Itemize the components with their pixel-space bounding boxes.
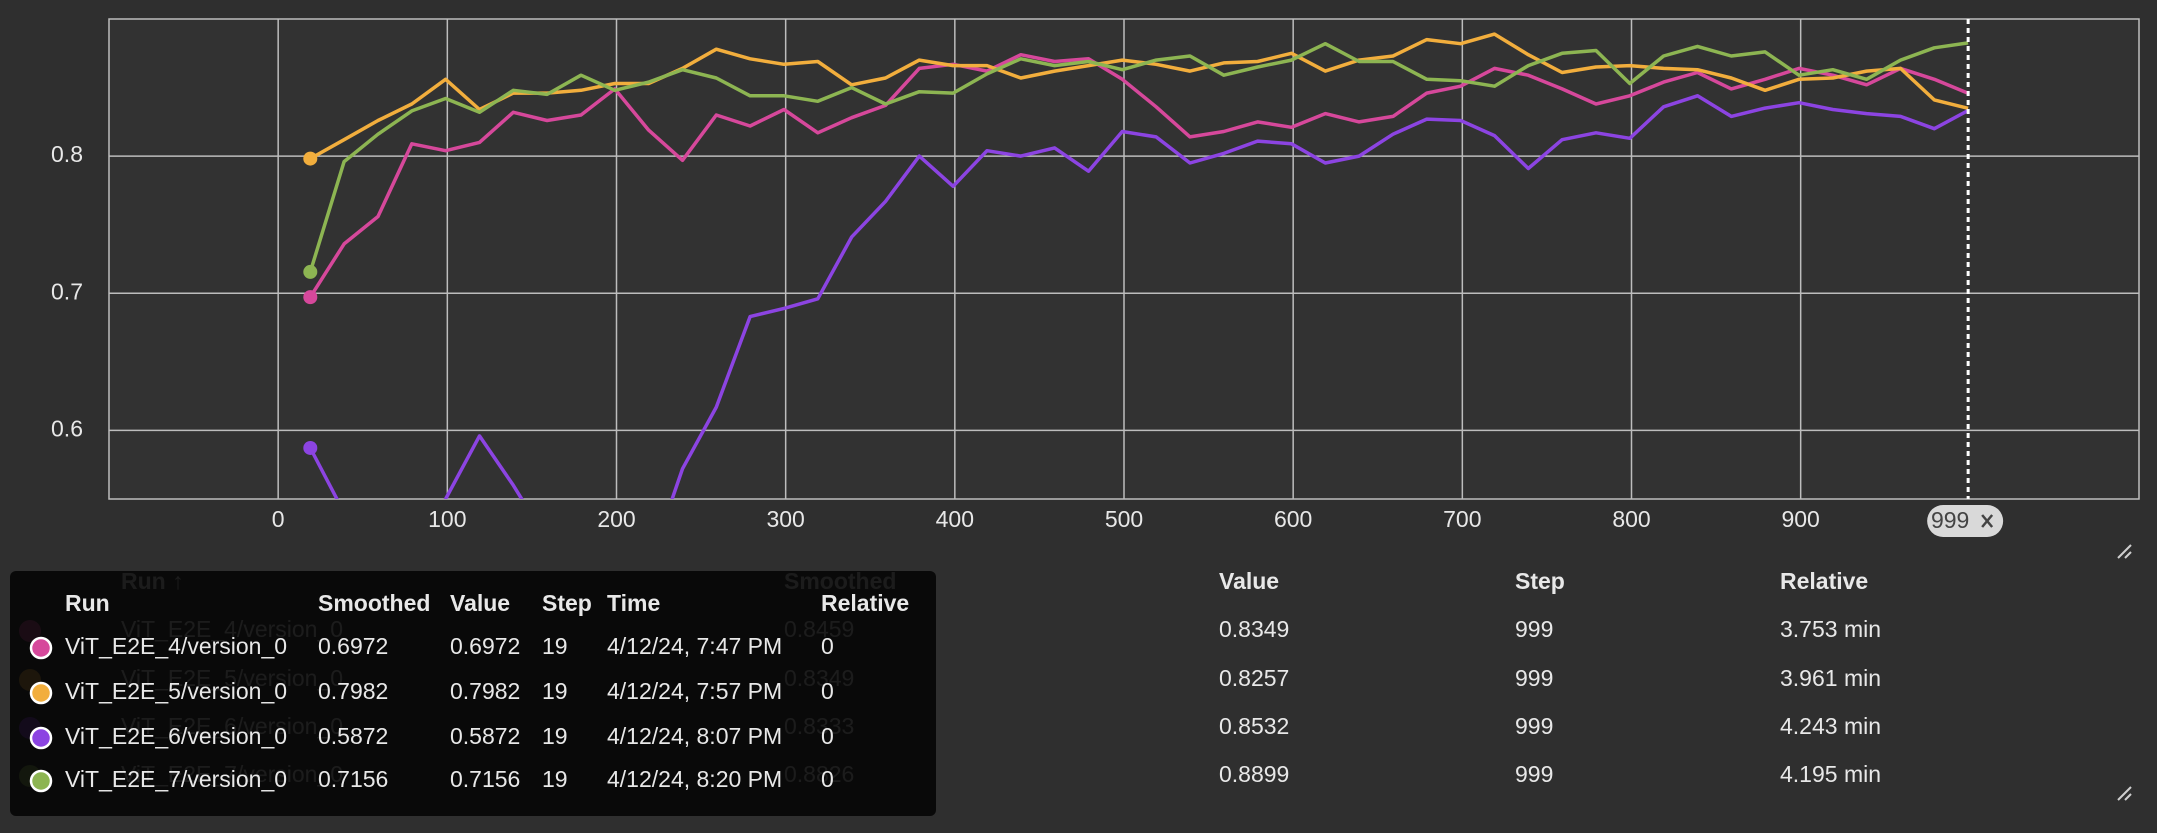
value: 0.8899 <box>1219 761 1289 787</box>
series-line <box>308 41 1969 273</box>
value: 0.8257 <box>1219 665 1289 691</box>
tooltip-run: ViT_E2E_7/version_0 <box>65 766 287 792</box>
tooltip-dot <box>29 726 53 750</box>
tooltip-run: ViT_E2E_6/version_0 <box>65 723 287 749</box>
grid: 0.6 0.7 0.8 0 100 200 300 400 500 600 700 800 900 <box>51 19 2139 532</box>
series-line <box>308 94 1969 499</box>
tooltip-smoothed: 0.7156 <box>318 766 388 792</box>
resize-handle[interactable] <box>2117 544 2132 559</box>
tooltip-value: 0.7982 <box>450 678 520 704</box>
x-tick-label: 300 <box>766 506 804 532</box>
tooltip-time: 4/12/24, 8:07 PM <box>607 723 782 749</box>
hover-dot <box>303 151 318 166</box>
hover-dot <box>303 440 318 455</box>
step: 999 <box>1515 665 1553 691</box>
x-tick-label: 800 <box>1612 506 1650 532</box>
table-header: Step <box>1515 568 1565 594</box>
tooltip-time: 4/12/24, 7:57 PM <box>607 678 782 704</box>
relative: 4.243 min <box>1780 713 1881 739</box>
tooltip-step: 19 <box>542 678 568 704</box>
tooltip-value: 0.6972 <box>450 633 520 659</box>
y-tick-label: 0.7 <box>51 278 83 304</box>
series-lines <box>303 32 1969 499</box>
tooltip-step: 19 <box>542 633 568 659</box>
chip-bg <box>1927 505 2004 537</box>
tooltip-header: Relative <box>821 590 909 616</box>
x-tick-label: 600 <box>1274 506 1312 532</box>
tooltip-relative: 0 <box>821 723 834 749</box>
tooltip-step: 19 <box>542 766 568 792</box>
tooltip-header: Step <box>542 590 592 616</box>
value: 0.8532 <box>1219 713 1289 739</box>
tooltip-step: 19 <box>542 723 568 749</box>
tooltip-time: 4/12/24, 8:20 PM <box>607 766 782 792</box>
chip-label: 999 <box>1931 507 1969 533</box>
tooltip <box>10 571 936 816</box>
y-tick-label: 0.6 <box>51 416 83 442</box>
x-tick-label: 900 <box>1781 506 1819 532</box>
tooltip-header: Run <box>65 590 110 616</box>
tooltip-smoothed: 0.7982 <box>318 678 388 704</box>
step: 999 <box>1515 713 1553 739</box>
tooltip-header: Time <box>607 590 660 616</box>
tooltip-run: ViT_E2E_5/version_0 <box>65 678 287 704</box>
tooltip-time: 4/12/24, 7:47 PM <box>607 633 782 659</box>
tooltip-smoothed: 0.5872 <box>318 723 388 749</box>
hover-dot <box>303 290 318 305</box>
tooltip-header: Smoothed <box>318 590 430 616</box>
relative: 4.195 min <box>1780 761 1881 787</box>
tooltip-dot <box>29 769 53 793</box>
table-header: Value <box>1219 568 1279 594</box>
chip-close <box>1981 514 1994 528</box>
value: 0.8349 <box>1219 616 1289 642</box>
tooltip-value: 0.7156 <box>450 766 520 792</box>
tooltip-value: 0.5872 <box>450 723 520 749</box>
x-tick-label: 200 <box>597 506 635 532</box>
tooltip-smoothed: 0.6972 <box>318 633 388 659</box>
tooltip-relative: 0 <box>821 678 834 704</box>
table-header: Relative <box>1780 568 1868 594</box>
tooltip-dot <box>29 681 53 705</box>
tooltip-dot <box>29 636 53 660</box>
resize-handle[interactable] <box>2117 786 2132 801</box>
series-line <box>309 32 1969 161</box>
hover-dot <box>303 264 318 279</box>
x-tick-label: 700 <box>1443 506 1481 532</box>
tooltip-relative: 0 <box>821 766 834 792</box>
x-tick-label: 500 <box>1105 506 1143 532</box>
cursor-chip[interactable]: 999 <box>1927 505 2004 537</box>
x-tick-label: 400 <box>936 506 974 532</box>
relative: 3.753 min <box>1780 616 1881 642</box>
tooltip-header: Value <box>450 590 510 616</box>
x-tick-label: 100 <box>428 506 466 532</box>
relative: 3.961 min <box>1780 665 1881 691</box>
tooltip-relative: 0 <box>821 633 834 659</box>
series-line <box>308 52 1969 299</box>
step: 999 <box>1515 761 1553 787</box>
tooltip-run: ViT_E2E_4/version_0 <box>65 633 287 659</box>
x-tick-label: 0 <box>272 506 285 532</box>
step: 999 <box>1515 616 1553 642</box>
y-tick-label: 0.8 <box>51 141 83 167</box>
tooltip-content: Run Smoothed Value Step Time Relative ViT_E2E_… <box>29 590 909 793</box>
